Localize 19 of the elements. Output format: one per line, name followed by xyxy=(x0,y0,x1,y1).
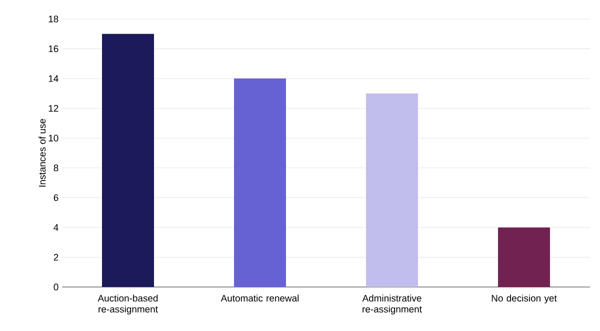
y-tick-label: 18 xyxy=(48,16,58,22)
bar xyxy=(102,34,154,287)
bar xyxy=(498,227,550,287)
x-tick-label: No decision yet xyxy=(492,294,557,304)
y-tick-label: 8 xyxy=(54,164,58,172)
x-tick-label: Administrative re-assignment xyxy=(362,294,422,314)
x-tick-label: Automatic renewal xyxy=(220,294,299,302)
y-tick-label: 16 xyxy=(48,45,58,52)
y-tick-label: 14 xyxy=(48,75,58,82)
y-tick-label: 10 xyxy=(48,134,58,142)
y-tick-label: 6 xyxy=(54,194,58,202)
y-axis-title: Instances of use xyxy=(38,118,46,187)
y-tick-label: 12 xyxy=(48,105,58,112)
y-tick-label: 4 xyxy=(54,224,58,231)
bar xyxy=(234,78,286,287)
y-tick-label: 0 xyxy=(54,284,58,290)
y-tick-label: 2 xyxy=(54,254,58,261)
bar xyxy=(366,93,418,287)
x-tick-label: Auction-based re-assignment xyxy=(98,294,158,314)
